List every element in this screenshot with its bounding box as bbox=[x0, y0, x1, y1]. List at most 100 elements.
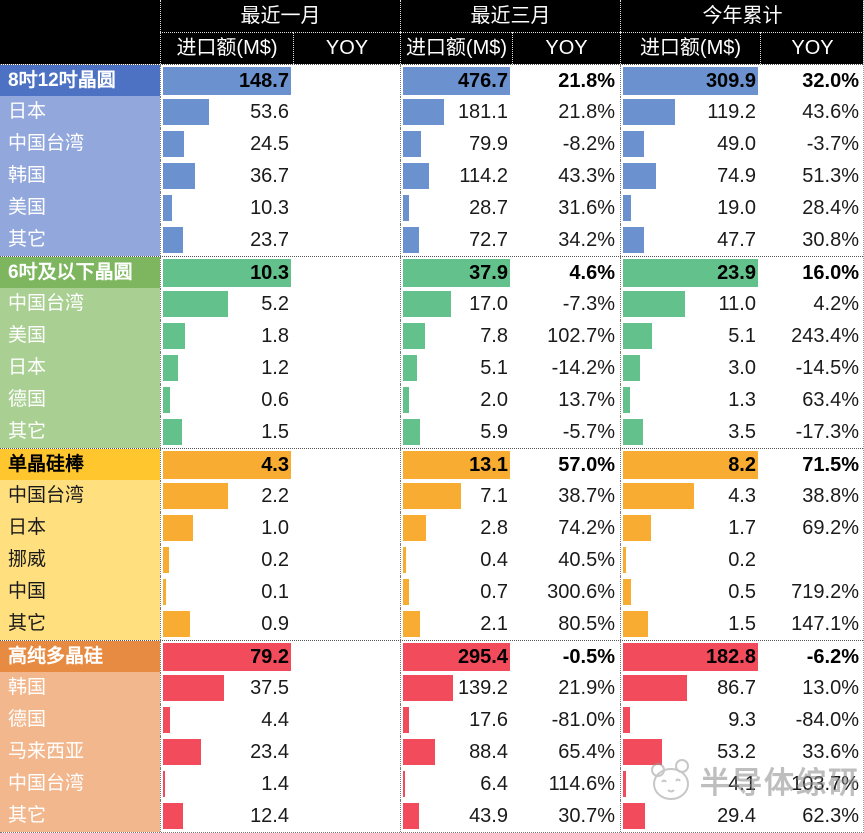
import-amount-m1-value: 148.7 bbox=[238, 70, 289, 92]
import-amount-m3-value: 79.9 bbox=[469, 133, 508, 155]
table-row: 德国 4.4 17.6 -81.0% 9.3 -84.0% bbox=[0, 704, 863, 736]
yoy-m3-value: 21.8% bbox=[558, 101, 615, 123]
yoy-m1-value bbox=[293, 257, 400, 289]
import-amount-m3-cell: 5.9 bbox=[400, 416, 512, 448]
data-bar bbox=[163, 707, 171, 733]
data-bar bbox=[163, 227, 184, 253]
table-row: 美国 1.8 7.8 102.7% 5.1 243.4% bbox=[0, 320, 863, 352]
yoy-m3-value: -7.3% bbox=[562, 293, 615, 315]
row-label: 德国 bbox=[0, 704, 160, 736]
import-amount-m3-cell: 79.9 bbox=[400, 128, 512, 160]
import-amount-ytd-cell: 1.3 bbox=[620, 384, 760, 416]
import-amount-m1-value: 0.9 bbox=[261, 613, 289, 635]
import-amount-ytd-value: 119.2 bbox=[707, 101, 756, 123]
row-label: 德国 bbox=[0, 384, 160, 416]
yoy-m3-value: 74.2% bbox=[558, 517, 615, 539]
import-amount-ytd-cell: 0.5 bbox=[620, 576, 760, 608]
import-amount-m3-value: 37.9 bbox=[469, 262, 508, 284]
import-amount-ytd-value: 86.7 bbox=[717, 677, 756, 699]
row-label: 中国台湾 bbox=[0, 768, 160, 800]
import-amount-m1-value: 79.2 bbox=[250, 646, 289, 668]
table-row: 中国台湾 2.2 7.1 38.7% 4.3 38.8% bbox=[0, 480, 863, 512]
yoy-m3-value: -8.2% bbox=[562, 133, 615, 155]
import-amount-ytd-value: 9.3 bbox=[728, 709, 756, 731]
data-bar bbox=[623, 323, 652, 349]
import-amount-m3-value: 17.0 bbox=[469, 293, 508, 315]
table-row: 中国台湾 5.2 17.0 -7.3% 11.0 4.2% bbox=[0, 288, 863, 320]
yoy-m3-value: 21.8% bbox=[558, 70, 615, 92]
import-amount-m1-cell: 4.3 bbox=[160, 449, 293, 481]
yoy-ytd-value: 38.8% bbox=[802, 485, 859, 507]
import-amount-m1-value: 37.5 bbox=[250, 677, 289, 699]
yoy-m1-value bbox=[293, 704, 400, 736]
import-amount-m3-cell: 295.4 bbox=[400, 641, 512, 673]
row-label: 中国 bbox=[0, 576, 160, 608]
import-amount-m1-cell: 10.3 bbox=[160, 257, 293, 289]
import-amount-m1-cell: 10.3 bbox=[160, 192, 293, 224]
import-amount-ytd-value: 182.8 bbox=[705, 646, 756, 668]
row-label: 日本 bbox=[0, 96, 160, 128]
data-bar bbox=[163, 771, 166, 797]
row-label: 其它 bbox=[0, 800, 160, 832]
yoy-m1-value bbox=[293, 576, 400, 608]
table-body: 8吋12吋晶圆 148.7 476.7 21.8% 309.9 32.0% 日本… bbox=[0, 64, 863, 832]
import-amount-ytd-value: 53.2 bbox=[717, 741, 756, 763]
import-amount-m1-value: 2.2 bbox=[261, 485, 289, 507]
import-amount-m3-value: 72.7 bbox=[469, 229, 508, 251]
data-bar bbox=[623, 387, 631, 413]
import-amount-ytd-cell: 1.7 bbox=[620, 512, 760, 544]
data-bar bbox=[623, 419, 643, 445]
import-amount-ytd-cell: 1.5 bbox=[620, 608, 760, 640]
import-amount-m3-value: 43.9 bbox=[469, 805, 508, 827]
table-row: 中国台湾 24.5 79.9 -8.2% 49.0 -3.7% bbox=[0, 128, 863, 160]
column-group-last-month: 最近一月 bbox=[160, 0, 400, 32]
import-amount-m1-cell: 0.1 bbox=[160, 576, 293, 608]
row-label: 马来西亚 bbox=[0, 736, 160, 768]
row-label: 日本 bbox=[0, 352, 160, 384]
yoy-ytd-value bbox=[760, 544, 863, 576]
data-bar bbox=[163, 259, 291, 287]
subheader-yoy-ytd: YOY bbox=[760, 32, 863, 64]
yoy-m1-value bbox=[293, 800, 400, 832]
import-amount-m1-cell: 53.6 bbox=[160, 96, 293, 128]
data-bar bbox=[403, 99, 444, 125]
row-label: 美国 bbox=[0, 192, 160, 224]
import-amount-ytd-value: 49.0 bbox=[717, 133, 756, 155]
table-row: 8吋12吋晶圆 148.7 476.7 21.8% 309.9 32.0% bbox=[0, 64, 863, 97]
import-amount-m1-value: 0.2 bbox=[261, 549, 289, 571]
data-bar bbox=[403, 259, 510, 287]
data-bar bbox=[163, 355, 178, 381]
data-bar bbox=[403, 579, 409, 605]
table-row: 中国 0.1 0.7 300.6% 0.5 719.2% bbox=[0, 576, 863, 608]
yoy-ytd-value: 16.0% bbox=[802, 262, 859, 284]
table-row: 单晶硅棒 4.3 13.1 57.0% 8.2 71.5% bbox=[0, 448, 863, 481]
yoy-ytd-value: -3.7% bbox=[806, 133, 859, 155]
import-amount-ytd-value: 23.9 bbox=[717, 262, 756, 284]
yoy-m1-value bbox=[293, 544, 400, 576]
table-row: 其它 0.9 2.1 80.5% 1.5 147.1% bbox=[0, 608, 863, 640]
import-amount-m1-value: 1.4 bbox=[261, 773, 289, 795]
import-amount-ytd-cell: 74.9 bbox=[620, 160, 760, 192]
import-amount-ytd-cell: 47.7 bbox=[620, 224, 760, 256]
data-bar bbox=[403, 163, 429, 189]
data-bar bbox=[623, 131, 645, 157]
yoy-m3-value: 40.5% bbox=[558, 549, 615, 571]
yoy-m1-value bbox=[293, 352, 400, 384]
import-amount-m1-cell: 24.5 bbox=[160, 128, 293, 160]
data-bar bbox=[623, 739, 663, 765]
yoy-ytd-value: 33.6% bbox=[802, 741, 859, 763]
yoy-m3-value: 114.6% bbox=[548, 773, 615, 795]
yoy-ytd-value: 243.4% bbox=[791, 325, 859, 347]
data-bar bbox=[403, 803, 419, 829]
import-amount-ytd-cell: 119.2 bbox=[620, 96, 760, 128]
import-amount-ytd-cell: 9.3 bbox=[620, 704, 760, 736]
data-bar bbox=[623, 195, 632, 221]
import-amount-m3-value: 181.1 bbox=[457, 101, 508, 123]
import-amount-ytd-value: 1.5 bbox=[728, 613, 756, 635]
yoy-ytd-value: 103.7% bbox=[791, 773, 859, 795]
yoy-m3-value: 21.9% bbox=[558, 677, 615, 699]
table-row: 日本 1.0 2.8 74.2% 1.7 69.2% bbox=[0, 512, 863, 544]
yoy-m3-value: 13.7% bbox=[558, 389, 615, 411]
import-amount-m1-value: 53.6 bbox=[250, 101, 289, 123]
data-bar bbox=[403, 451, 510, 479]
